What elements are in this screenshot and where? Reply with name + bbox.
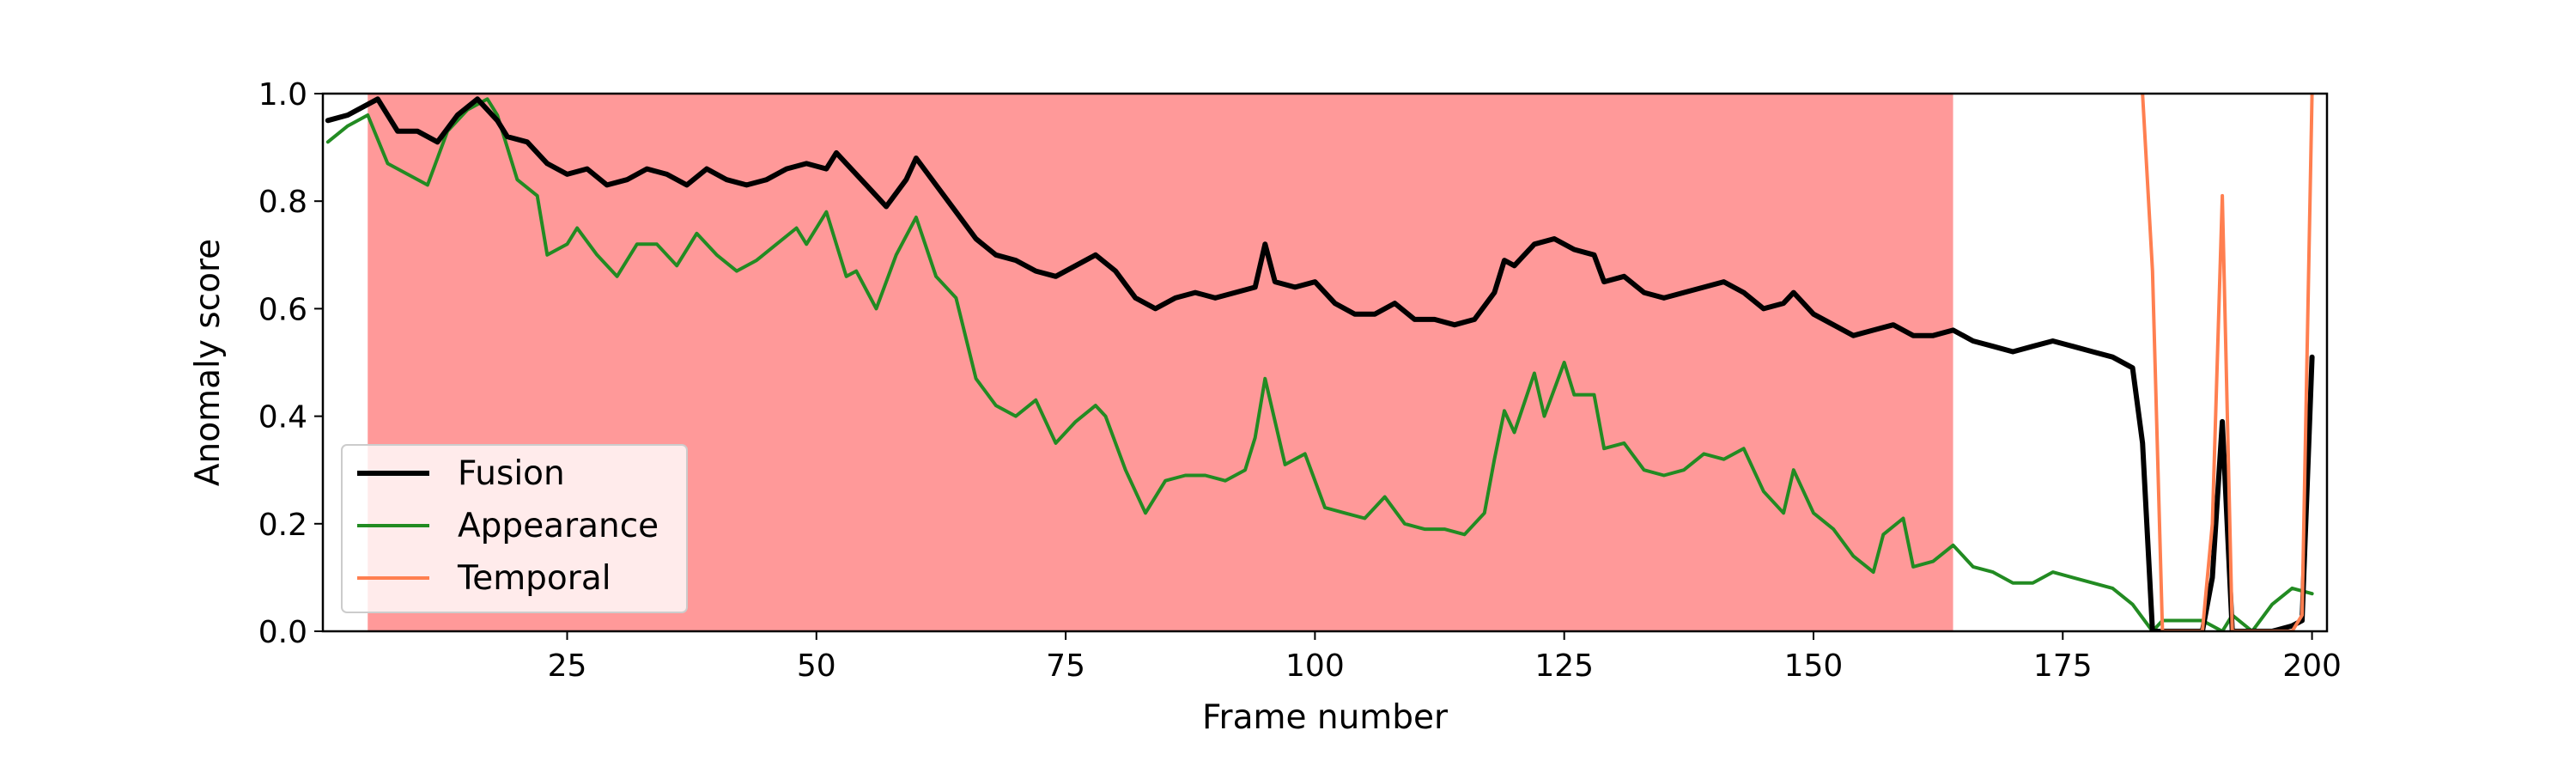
plot-frame [321, 92, 2329, 633]
y-tick-label: 0.8 [258, 185, 307, 220]
y-tick-label: 0.0 [258, 615, 307, 650]
x-tick-label: 150 [1784, 648, 1844, 684]
x-tick-label: 125 [1534, 648, 1594, 684]
x-axis-label: Frame number [1202, 698, 1449, 737]
legend-label-fusion: Fusion [458, 454, 565, 493]
legend: Fusion Appearance Temporal [341, 444, 688, 613]
x-tick-label: 50 [797, 648, 836, 684]
x-tick-label: 75 [1046, 648, 1085, 684]
y-tick-label: 0.2 [258, 508, 307, 543]
y-tick-label: 1.0 [258, 77, 307, 113]
series-line-appearance [325, 97, 2314, 631]
legend-box [341, 444, 688, 613]
x-tick-label: 25 [548, 648, 587, 684]
legend-label-temporal: Temporal [457, 559, 611, 598]
series-line-temporal [2141, 94, 2314, 631]
x-tick-label: 100 [1285, 648, 1345, 684]
y-tick-label: 0.6 [258, 292, 307, 327]
x-axis: 25 50 75 100 125 150 175 200 [548, 631, 2342, 684]
legend-label-appearance: Appearance [458, 507, 659, 545]
x-tick-label: 200 [2282, 648, 2342, 684]
series-line-fusion [325, 96, 2315, 631]
y-axis-label: Anomaly score [189, 239, 228, 486]
x-tick-label: 175 [2033, 648, 2093, 684]
y-tick-label: 0.4 [258, 400, 307, 435]
y-axis: 0.0 0.2 0.4 0.6 0.8 1.0 [258, 77, 323, 650]
